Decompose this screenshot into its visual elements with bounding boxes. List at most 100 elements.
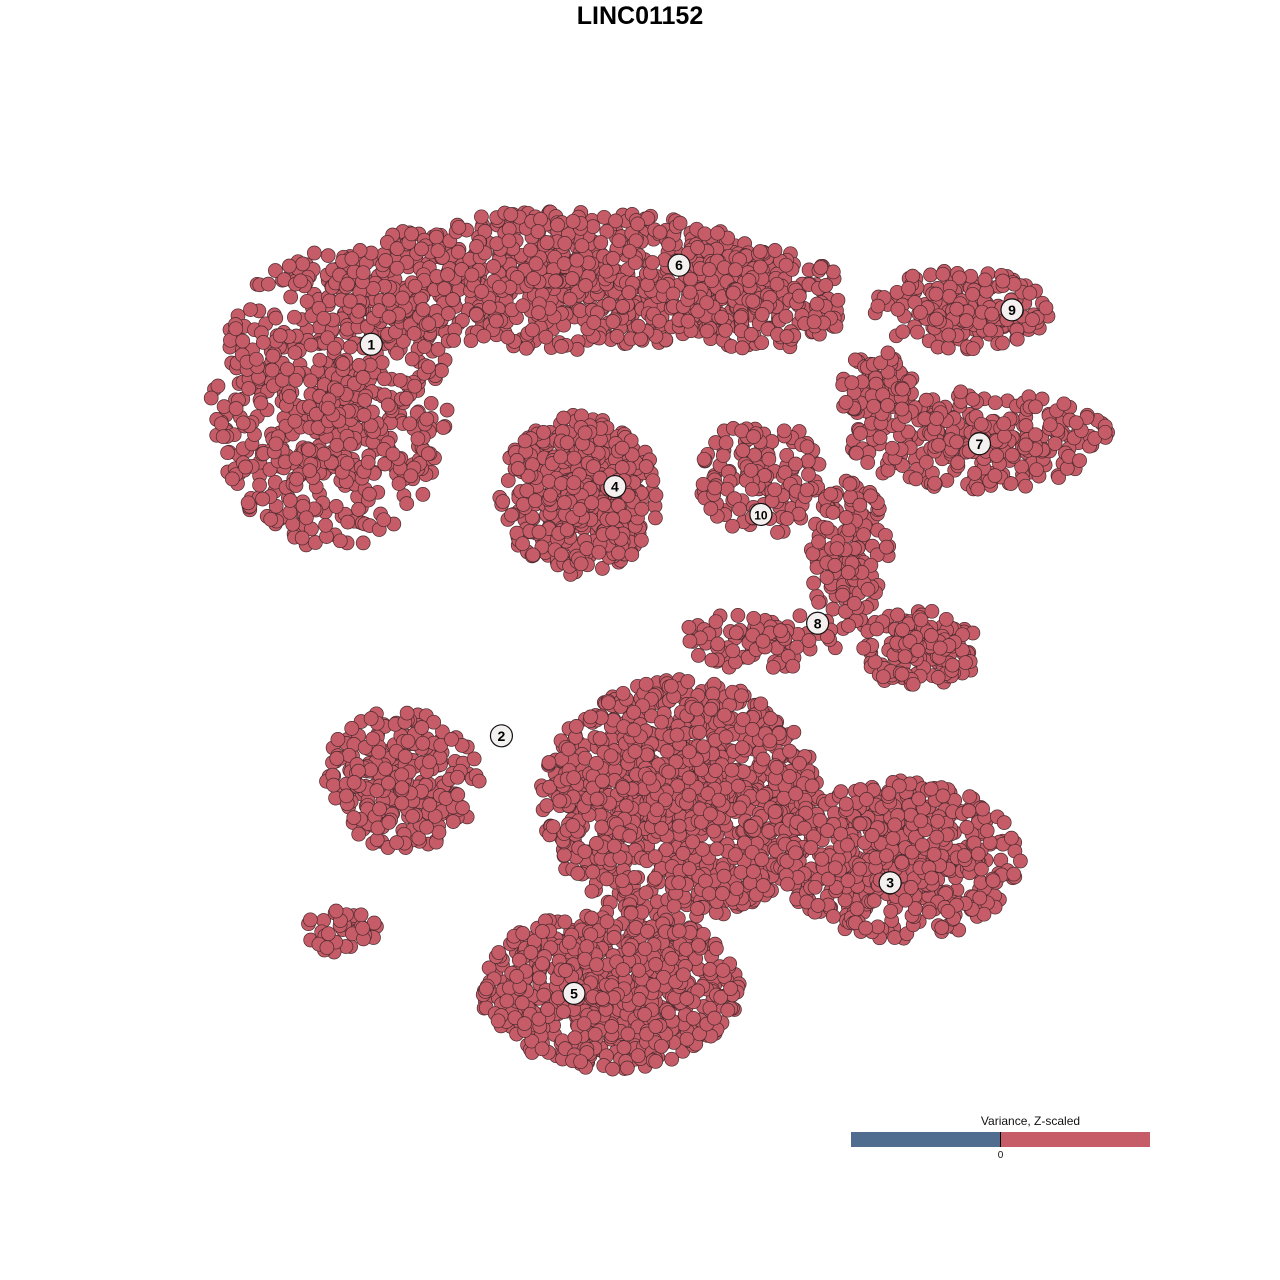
data-point [638,676,654,692]
data-point [525,322,540,338]
data-point [503,207,519,222]
data-point [970,481,986,497]
data-point [782,769,797,784]
data-point [355,535,371,551]
data-point [743,819,759,834]
data-point [872,430,888,446]
data-point [293,273,308,289]
data-point [235,415,251,431]
data-point [634,532,649,548]
data-point [243,302,258,317]
data-point [785,658,801,674]
data-point [770,525,785,540]
data-point [729,881,745,897]
data-point [340,276,355,292]
data-point [605,314,621,329]
data-point [302,463,318,478]
data-point [320,330,335,346]
data-point [730,608,746,623]
data-point [374,355,390,370]
data-point [362,486,377,502]
data-point [842,476,858,492]
data-point [840,565,856,580]
data-point [601,695,616,711]
data-point [545,819,561,835]
data-point [901,281,916,296]
data-point [701,886,717,902]
data-point [949,301,965,317]
data-point [734,688,749,704]
data-point [661,764,677,780]
data-point [728,847,743,863]
data-point [603,748,619,764]
data-point [556,410,571,426]
data-point [439,402,455,418]
data-point [773,623,788,638]
data-point [203,390,219,406]
data-point [718,729,734,745]
data-point [754,307,770,322]
data-point [732,800,748,816]
data-point [565,818,581,833]
data-point [389,345,405,361]
data-point [440,267,455,283]
data-point [574,238,590,254]
data-point [809,296,825,312]
data-point [605,251,621,266]
data-point [967,466,982,481]
data-point [827,558,843,573]
data-point [792,756,807,771]
data-point [651,313,667,329]
data-point [329,382,345,398]
data-point [321,926,336,942]
data-point [675,846,691,861]
data-point [799,482,815,498]
data-point [288,450,304,466]
data-point [691,648,706,663]
data-point [849,445,864,461]
data-point [328,499,344,514]
data-point [423,395,439,411]
data-point [566,475,582,491]
data-point [327,340,342,356]
data-point [754,852,770,867]
data-point [346,775,362,790]
data-point [320,400,336,416]
data-point [389,260,405,276]
data-point [528,256,544,272]
data-point [685,834,700,850]
data-point [792,288,807,304]
data-point [434,363,449,379]
data-point [910,324,925,340]
data-point [682,633,698,649]
data-point [919,454,934,470]
data-point [404,351,420,367]
data-point [987,468,1003,483]
data-point [593,235,609,250]
data-point [755,878,771,893]
data-point [953,384,969,400]
data-point [680,313,696,329]
data-point [879,539,894,555]
data-point [965,286,980,302]
data-point [599,871,615,887]
data-point [714,309,729,325]
data-point [611,233,627,249]
data-point [935,266,951,282]
data-point [709,841,725,857]
data-point [355,370,371,385]
data-point [589,836,604,851]
data-point [312,352,328,368]
data-point [755,788,771,804]
data-point [518,340,534,356]
data-point [329,751,345,766]
data-point [320,248,336,263]
data-point [910,643,926,658]
data-point [268,263,283,278]
data-point [419,819,434,835]
data-point [941,327,957,343]
data-point [645,473,661,489]
data-point [299,510,314,526]
data-point [450,769,465,785]
data-point [890,607,905,623]
